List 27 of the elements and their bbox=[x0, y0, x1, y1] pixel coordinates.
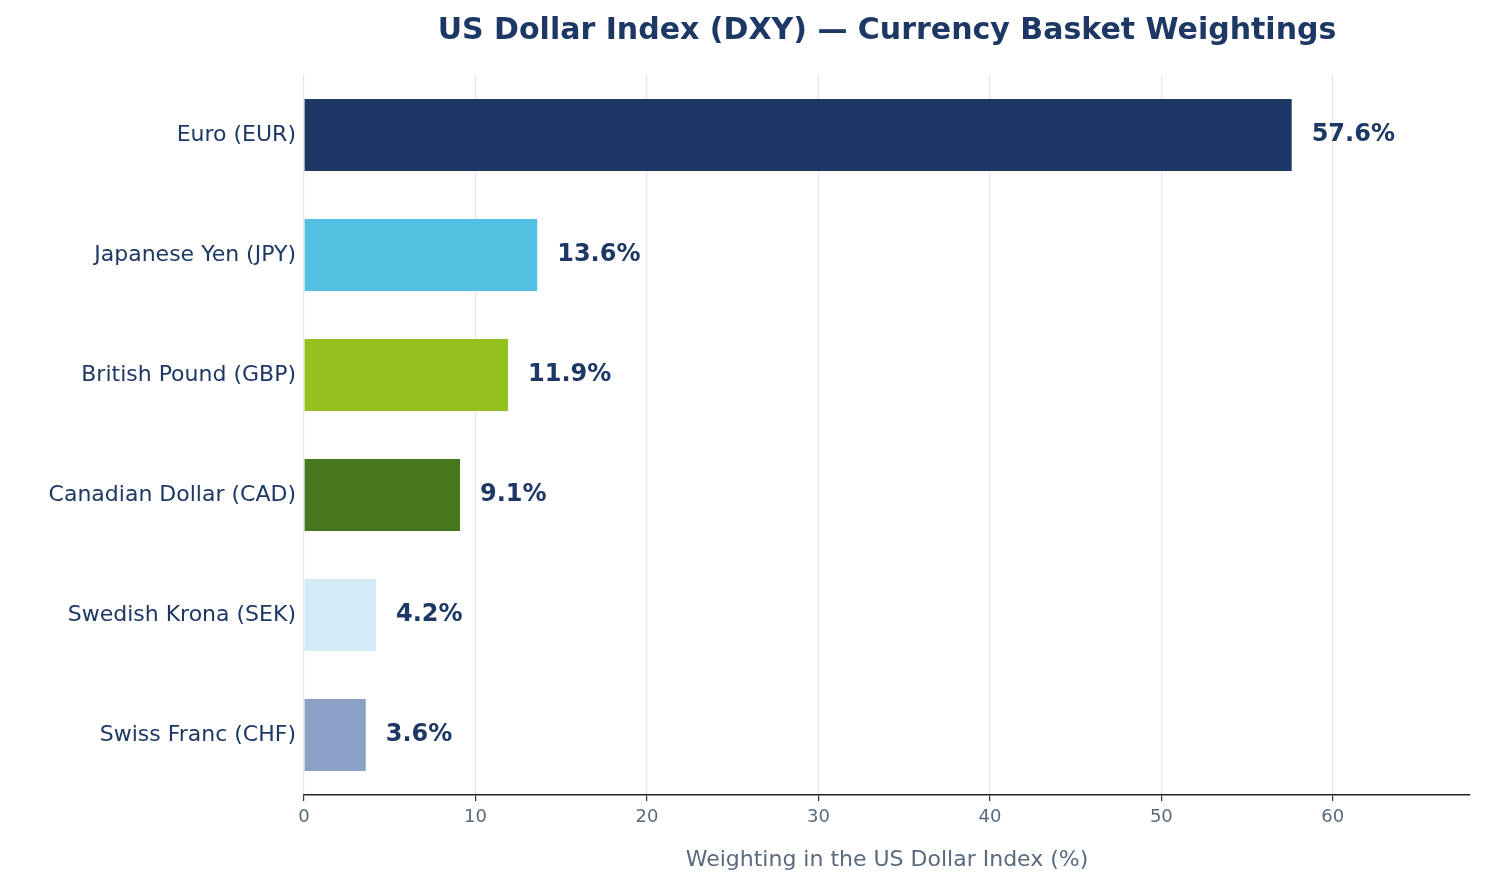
x-tick-label: 30 bbox=[806, 805, 830, 827]
y-tick-label: Japanese Yen (JPY) bbox=[92, 240, 296, 266]
y-tick-label: Euro (EUR) bbox=[176, 120, 296, 146]
x-tick-label: 50 bbox=[1149, 805, 1173, 827]
y-tick-label: Swiss Franc (CHF) bbox=[99, 720, 296, 746]
bar bbox=[304, 459, 461, 531]
bar bbox=[304, 99, 1292, 171]
y-tick-label: Canadian Dollar (CAD) bbox=[48, 480, 296, 506]
data-label: 4.2% bbox=[396, 599, 463, 628]
y-tick-label: British Pound (GBP) bbox=[81, 360, 296, 386]
data-label: 57.6% bbox=[1311, 119, 1395, 148]
x-tick-label: 0 bbox=[298, 805, 310, 827]
x-tick-label: 10 bbox=[464, 805, 487, 827]
y-tick-label: Swedish Krona (SEK) bbox=[67, 600, 296, 626]
chart-title: US Dollar Index (DXY) — Currency Basket Weightings bbox=[437, 10, 1337, 46]
bar bbox=[304, 339, 509, 411]
data-label: 9.1% bbox=[480, 479, 547, 508]
bar bbox=[304, 219, 538, 291]
bar bbox=[304, 699, 366, 771]
data-label: 13.6% bbox=[557, 239, 641, 268]
x-tick-label: 40 bbox=[978, 805, 1002, 827]
bar bbox=[304, 579, 377, 651]
x-tick-label: 20 bbox=[635, 805, 659, 827]
data-label: 11.9% bbox=[528, 359, 612, 388]
data-label: 3.6% bbox=[385, 719, 453, 748]
x-tick-label: 60 bbox=[1321, 805, 1345, 827]
x-axis-title: Weighting in the US Dollar Index (%) bbox=[685, 845, 1089, 871]
